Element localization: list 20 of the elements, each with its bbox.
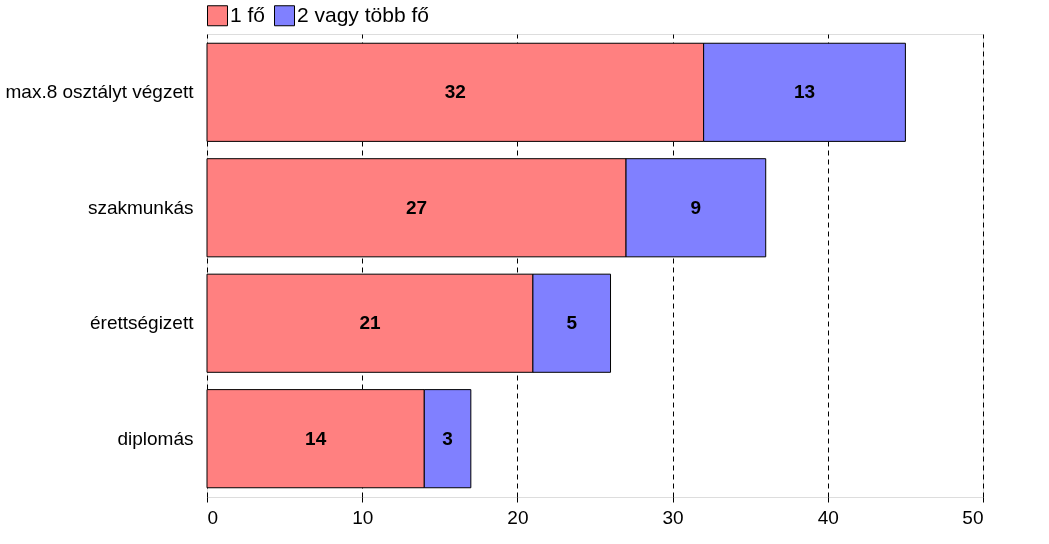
data-label: 9 <box>690 196 702 218</box>
data-label: 21 <box>359 312 381 334</box>
data-label: 27 <box>405 196 428 218</box>
x-tick-label: 10 <box>352 506 374 528</box>
x-tick-label: 50 <box>962 506 984 528</box>
legend-label: 2 vagy több fő <box>297 2 429 26</box>
x-tick-label: 30 <box>662 506 684 528</box>
data-label: 14 <box>305 427 327 449</box>
data-label: 32 <box>444 81 466 103</box>
data-label: 13 <box>793 81 816 103</box>
x-tick-label: 20 <box>507 506 529 528</box>
data-label: 3 <box>442 427 453 449</box>
x-tick-label: 40 <box>817 506 839 528</box>
data-label: 5 <box>566 312 578 334</box>
y-tick-label: szakmunkás <box>87 196 194 218</box>
x-tick-label: 0 <box>207 506 219 528</box>
y-tick-label: diplomás <box>117 427 194 449</box>
y-tick-label: max.8 osztályt végzett <box>5 81 195 103</box>
y-tick-label: érettségizett <box>90 312 195 334</box>
legend-label: 1 fő <box>230 2 266 26</box>
